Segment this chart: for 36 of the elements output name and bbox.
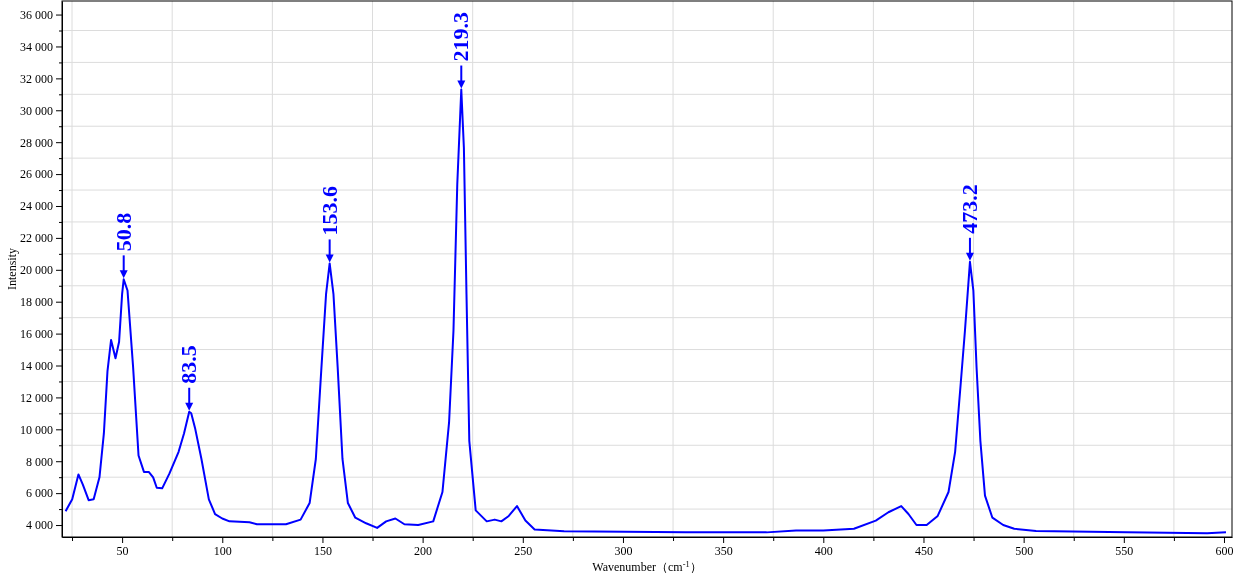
y-tick-label: 6 000 — [26, 486, 53, 501]
y-tick-label: 8 000 — [26, 454, 53, 469]
x-tick-label: 200 — [414, 543, 433, 558]
x-tick-label: 150 — [313, 543, 332, 558]
x-tick-label: 400 — [814, 543, 833, 558]
y-tick-label: 12 000 — [20, 390, 53, 405]
x-tick-label: 250 — [514, 543, 533, 558]
x-tick-label: 500 — [1015, 543, 1034, 558]
annotation: 83.5 — [176, 345, 202, 384]
x-tick-label: 350 — [714, 543, 733, 558]
y-tick-label: 10 000 — [20, 422, 53, 437]
y-tick-label: 22 000 — [20, 231, 53, 246]
y-tick-label: 24 000 — [20, 199, 53, 214]
annotation: 219.3 — [448, 12, 474, 62]
y-tick-label: 14 000 — [20, 358, 53, 373]
x-tick-label: 600 — [1215, 543, 1234, 558]
y-tick-label: 32 000 — [20, 71, 53, 86]
y-tick-label: 28 000 — [20, 135, 53, 150]
annotation: 153.6 — [316, 185, 342, 236]
y-tick-label: 36 000 — [20, 7, 53, 22]
annotation: 473.2 — [956, 184, 982, 234]
y-tick-label: 18 000 — [20, 295, 53, 310]
y-tick-label: 26 000 — [20, 167, 53, 182]
annotation: 50.8 — [110, 212, 136, 252]
x-tick-label: 550 — [1115, 543, 1134, 558]
y-tick-label: 30 000 — [20, 103, 53, 118]
x-tick-label: 50 — [116, 543, 129, 558]
x-axis-title: Wavenumber（cm$^{-1}$） — [592, 559, 702, 574]
x-tick-label: 450 — [914, 543, 933, 558]
y-tick-label: 16 000 — [20, 326, 53, 341]
x-tick-label: 300 — [614, 543, 633, 558]
x-tick-label: 100 — [213, 543, 232, 558]
y-tick-label: 20 000 — [20, 263, 53, 278]
y-axis-title: Intensity — [5, 248, 19, 290]
y-tick-label: 4 000 — [26, 518, 53, 533]
y-tick-label: 34 000 — [20, 39, 53, 54]
